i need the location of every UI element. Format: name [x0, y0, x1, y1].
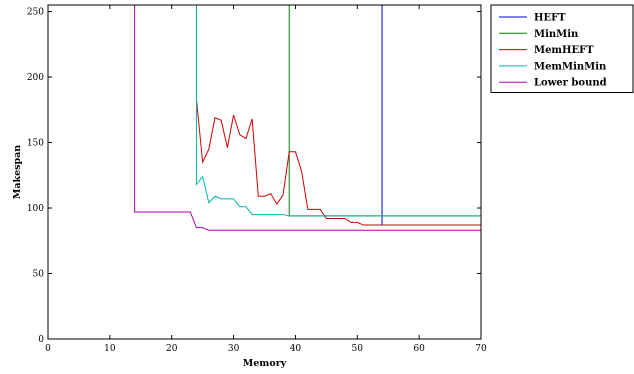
legend-label-memheft: MemHEFT — [534, 45, 594, 56]
legend-label-memminmin: MemMinMin — [534, 61, 607, 72]
y-tick-label: 0 — [38, 335, 44, 345]
x-tick-label: 50 — [352, 344, 364, 354]
series-line-memminmin — [195, 5, 481, 217]
series-lines — [134, 5, 481, 231]
series-line-lower-bound — [134, 5, 481, 231]
y-tick-label: 250 — [27, 8, 44, 18]
series-line-minmin — [288, 5, 481, 217]
x-tick-label: 30 — [228, 344, 240, 354]
x-tick-label: 20 — [166, 344, 178, 354]
x-tick-label: 70 — [475, 344, 487, 354]
x-tick-label: 40 — [290, 344, 302, 354]
series-line-memheft — [195, 5, 481, 226]
series-line-heft — [381, 5, 481, 226]
y-tick-label: 150 — [27, 139, 44, 149]
x-tick-label: 0 — [45, 344, 51, 354]
y-tick-label: 200 — [27, 73, 44, 83]
legend-label-lower-bound: Lower bound — [534, 78, 607, 89]
x-tick-label: 10 — [104, 344, 116, 354]
legend-box — [490, 4, 634, 93]
legend-label-heft: HEFT — [534, 13, 566, 24]
y-tick-label: 100 — [27, 204, 44, 214]
legend: HEFT MinMin MemHEFT MemMinMin Lower bound — [490, 4, 634, 93]
legend-label-minmin: MinMin — [534, 29, 579, 40]
x-axis-title: Memory — [243, 358, 287, 369]
x-axis: 0 10 20 30 40 50 60 70 — [45, 5, 487, 354]
y-axis: 0 50 100 150 200 250 — [27, 8, 481, 345]
y-tick-label: 50 — [33, 270, 45, 280]
plot-area-frame — [47, 4, 482, 340]
x-tick-label: 60 — [413, 344, 425, 354]
y-axis-title: Makespan — [12, 145, 23, 199]
